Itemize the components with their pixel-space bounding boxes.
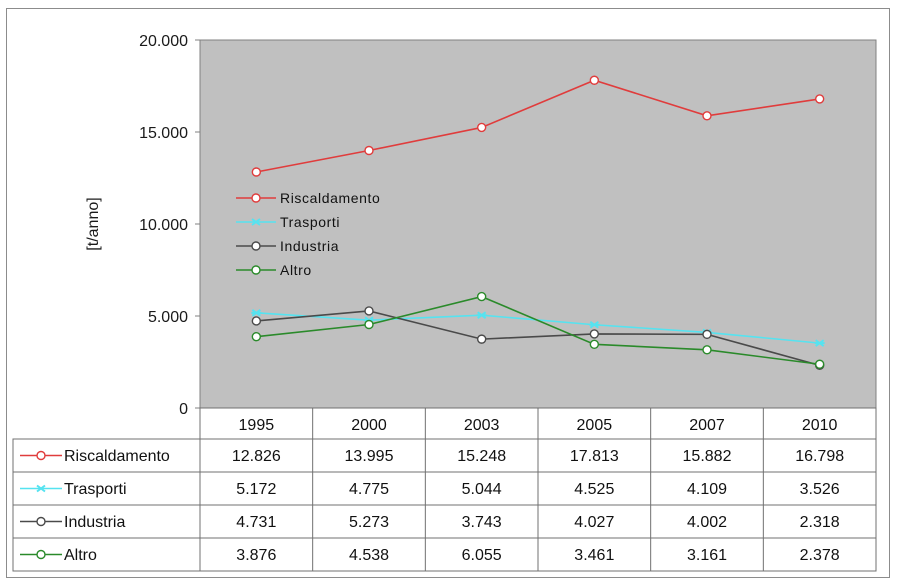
- legend-label: Industria: [280, 238, 339, 254]
- table-cell-value: 3.461: [574, 547, 614, 564]
- legend-marker: [251, 265, 261, 275]
- legend-item-altro: Altro: [236, 262, 312, 278]
- legend-item-industria: Industria: [236, 238, 339, 254]
- row-key-marker: [36, 484, 46, 493]
- table-cell-value: 15.882: [683, 448, 732, 465]
- data-point: [251, 331, 262, 342]
- data-point: [702, 345, 712, 355]
- x-tick-label: 2007: [689, 417, 725, 434]
- data-point: [364, 319, 374, 330]
- data-point: [251, 167, 262, 177]
- y-tick-label: 5.000: [148, 309, 188, 326]
- row-key-marker: [36, 549, 46, 560]
- table-cell-value: 3.743: [462, 514, 502, 531]
- data-point: [814, 339, 825, 347]
- series-line: [256, 310, 820, 367]
- table-row-industria: Industria 4.731 5.273 3.743 4.027 4.002 2.318: [12, 504, 877, 539]
- table-cell-value: 15.248: [457, 448, 506, 465]
- table-row-trasporti: Trasporti 5.172 4.775 5.044 4.525 4.109 3.526: [12, 471, 877, 506]
- legend: Riscaldamento Trasporti Industria Altro: [236, 190, 380, 278]
- series-line: [256, 295, 820, 366]
- y-tick-label: 20.000: [139, 33, 188, 50]
- y-tick-label: 0: [179, 401, 188, 418]
- row-key-marker: [36, 450, 46, 461]
- table-row-border: [12, 504, 877, 539]
- y-axis: 0 5.000 10.000 15.000 20.000: [139, 33, 201, 418]
- legend-item-riscaldamento: Riscaldamento: [236, 190, 380, 206]
- data-point: [476, 122, 487, 133]
- data-point: [251, 309, 262, 317]
- legend-marker: [251, 218, 261, 226]
- table-cell-value: 3.161: [687, 547, 727, 564]
- y-tick-label: 15.000: [139, 125, 188, 142]
- data-point: [589, 75, 600, 85]
- table-cell-value: 4.109: [687, 481, 727, 498]
- table-cell-value: 3.526: [800, 481, 840, 498]
- table-cell-value: 5.273: [349, 514, 389, 531]
- table-cell-value: 5.044: [462, 481, 502, 498]
- legend-label: Altro: [280, 262, 312, 278]
- data-table: 1995 2000 2003 2005 2007 2010 Riscaldamento 12.…: [12, 407, 877, 572]
- table-cell-value: 5.172: [236, 481, 276, 498]
- data-point: [476, 291, 487, 302]
- table-cell-value: 3.876: [236, 547, 276, 564]
- data-point: [589, 329, 600, 339]
- table-cell-value: 2.378: [800, 547, 840, 564]
- series-altro: [251, 291, 825, 369]
- table-cell-value: 16.798: [795, 448, 844, 465]
- series-line: [256, 79, 820, 173]
- data-point: [814, 359, 825, 369]
- x-tick-label: 2000: [351, 417, 387, 434]
- series-layer: [251, 75, 825, 371]
- table-cell-value: 4.775: [349, 481, 389, 498]
- series-riscaldamento: [251, 75, 825, 177]
- data-point: [251, 316, 262, 326]
- legend-label: Trasporti: [280, 214, 340, 230]
- data-point: [814, 94, 825, 104]
- row-label: Industria: [64, 514, 125, 531]
- table-cell-value: 4.525: [574, 481, 614, 498]
- data-point: [702, 329, 712, 340]
- table-cell-value: 6.055: [462, 547, 502, 564]
- table-cell-value: 2.318: [800, 514, 840, 531]
- y-axis-label: [t/anno]: [85, 197, 102, 250]
- data-point: [364, 306, 374, 316]
- data-point: [702, 111, 712, 121]
- row-key-marker: [36, 516, 46, 527]
- table-row-altro: Altro 3.876 4.538 6.055 3.461 3.161 2.378: [12, 537, 877, 572]
- data-point: [364, 145, 374, 156]
- legend-marker: [251, 241, 261, 251]
- legend-item-trasporti: Trasporti: [236, 214, 340, 230]
- table-cell-value: 13.995: [345, 448, 394, 465]
- data-point: [476, 334, 487, 344]
- legend-marker: [251, 193, 261, 203]
- table-row-border: [12, 471, 877, 506]
- table-row-riscaldamento: Riscaldamento 12.826 13.995 15.248 17.813 15.…: [12, 438, 877, 473]
- row-label: Trasporti: [64, 481, 127, 498]
- plot-area: [199, 39, 877, 409]
- table-cell-value: 4.002: [687, 514, 727, 531]
- table-cell-value: 4.027: [574, 514, 614, 531]
- data-point: [589, 339, 600, 350]
- row-label: Riscaldamento: [64, 448, 170, 465]
- table-cell-value: 4.731: [236, 514, 276, 531]
- row-label: Altro: [64, 547, 97, 564]
- table-row-border: [12, 537, 877, 572]
- x-tick-label: 2003: [464, 417, 500, 434]
- data-point: [589, 320, 600, 329]
- table-cell-value: 17.813: [570, 448, 619, 465]
- data-point: [476, 311, 487, 319]
- x-tick-label: 2010: [802, 417, 838, 434]
- table-cell-value: 4.538: [349, 547, 389, 564]
- x-tick-label: 1995: [239, 417, 275, 434]
- y-tick-label: 10.000: [139, 217, 188, 234]
- x-tick-label: 2005: [577, 417, 613, 434]
- table-cell-value: 12.826: [232, 448, 281, 465]
- legend-label: Riscaldamento: [280, 190, 380, 206]
